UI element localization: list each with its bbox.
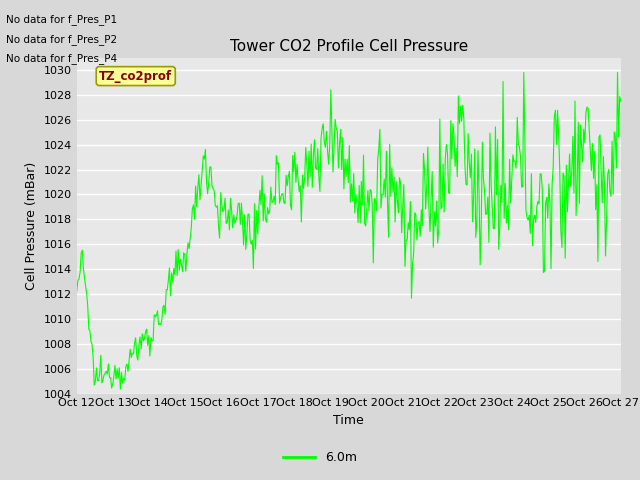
X-axis label: Time: Time xyxy=(333,414,364,427)
Title: Tower CO2 Profile Cell Pressure: Tower CO2 Profile Cell Pressure xyxy=(230,39,468,54)
Text: No data for f_Pres_P1: No data for f_Pres_P1 xyxy=(6,14,118,25)
Y-axis label: Cell Pressure (mBar): Cell Pressure (mBar) xyxy=(25,161,38,290)
Text: No data for f_Pres_P2: No data for f_Pres_P2 xyxy=(6,34,118,45)
Text: TZ_co2prof: TZ_co2prof xyxy=(99,70,172,83)
Text: No data for f_Pres_P4: No data for f_Pres_P4 xyxy=(6,53,118,64)
Legend: 6.0m: 6.0m xyxy=(278,446,362,469)
